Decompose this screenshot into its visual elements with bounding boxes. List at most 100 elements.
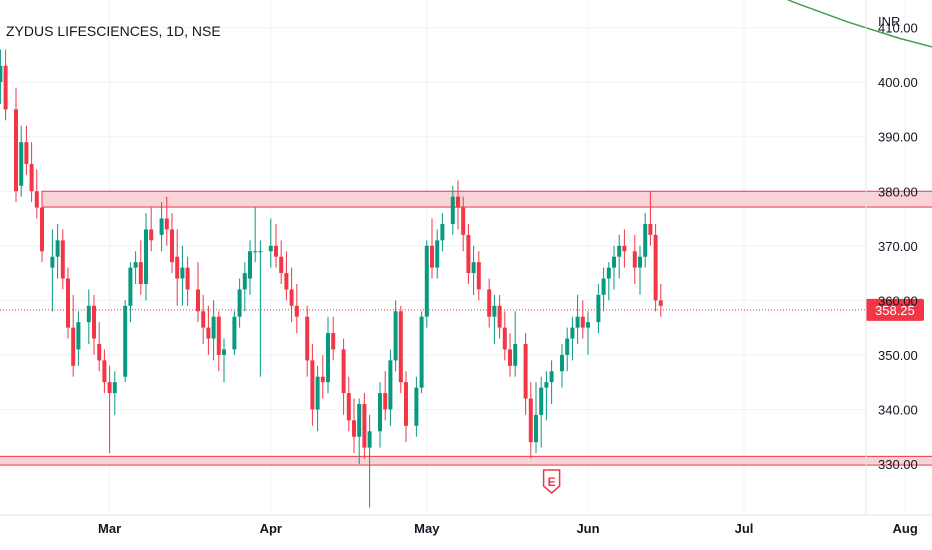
candle-body	[643, 223, 648, 257]
candle	[14, 87, 18, 203]
candle-body	[232, 316, 237, 350]
candle-body	[612, 256, 616, 268]
candle-body	[320, 376, 325, 383]
candle-body	[71, 327, 76, 366]
candle-body	[331, 333, 336, 350]
candle-body	[653, 234, 658, 301]
candle-body	[86, 305, 91, 323]
candle	[544, 371, 549, 421]
candle-body	[102, 360, 107, 383]
price-tick-label: 370.00	[878, 239, 918, 254]
candle-body	[549, 371, 554, 383]
candle-body	[393, 311, 398, 361]
candle	[112, 371, 117, 415]
candle	[476, 251, 481, 301]
candle-body	[565, 338, 570, 355]
candle-body	[435, 240, 440, 268]
price-axis[interactable]: 330.00 340.00 350.00 360.00 370.00 380.00 390.…	[878, 21, 918, 472]
candle	[424, 240, 429, 328]
candle	[393, 300, 398, 372]
price-tick-label: 410.00	[878, 21, 918, 36]
time-tick-label: Aug	[893, 521, 918, 536]
event-marker[interactable]: E	[542, 469, 561, 494]
candle-body	[268, 245, 273, 252]
candle-body	[3, 65, 8, 110]
price-tick-label: 390.00	[878, 130, 918, 145]
candle-body	[378, 393, 382, 432]
candle-body	[638, 256, 642, 268]
candle	[123, 300, 128, 383]
candle-body	[492, 305, 497, 317]
candle-body	[648, 223, 653, 235]
candle	[575, 294, 580, 344]
candle	[497, 294, 502, 339]
candle	[471, 245, 476, 295]
candle-body	[159, 218, 164, 235]
candle	[586, 311, 590, 355]
candle	[346, 376, 351, 432]
candle-body	[258, 251, 263, 253]
candlestick-series	[0, 49, 663, 508]
candle-body	[55, 240, 60, 257]
candle-body	[24, 142, 29, 164]
candle-body	[185, 267, 190, 290]
candle-body	[274, 245, 278, 257]
candle-body	[138, 262, 143, 284]
current-price-badge	[866, 298, 924, 321]
candle-body	[617, 245, 622, 257]
candle	[450, 185, 455, 235]
candle	[658, 283, 663, 317]
candle	[138, 240, 143, 295]
time-tick-label: Mar	[98, 521, 121, 536]
price-zones	[0, 190, 932, 466]
candle-body	[0, 65, 3, 83]
candle	[383, 371, 388, 421]
candle-body	[466, 234, 471, 274]
candle-body	[456, 196, 460, 208]
candle-body	[523, 343, 528, 399]
candle	[222, 338, 226, 383]
candle-body	[513, 343, 518, 366]
candle-body	[284, 273, 289, 290]
candle-body	[357, 403, 362, 437]
candle	[580, 300, 585, 339]
candle	[388, 349, 393, 426]
candle	[414, 376, 419, 437]
candle	[144, 213, 148, 301]
candle-body	[310, 360, 315, 410]
candle	[617, 234, 622, 279]
candle-body	[326, 333, 330, 383]
candle	[528, 382, 533, 459]
time-axis[interactable]: MarAprMayJunJulAugSepOct	[98, 521, 932, 536]
candle	[305, 305, 310, 377]
candle	[164, 196, 169, 246]
candle	[315, 365, 320, 432]
candle-body	[570, 327, 575, 339]
candle	[34, 169, 39, 219]
candle-body	[34, 191, 39, 208]
candle-body	[50, 256, 55, 268]
candle-body	[622, 245, 627, 252]
candle	[622, 229, 627, 268]
candle-body	[450, 196, 455, 224]
candle	[456, 180, 460, 230]
candle-body	[60, 240, 65, 279]
candle-body	[289, 289, 294, 306]
candle	[606, 262, 611, 301]
candle-body	[404, 382, 408, 426]
candle	[55, 223, 60, 279]
price-tick-label: 360.00	[878, 293, 918, 308]
candle-body	[222, 349, 226, 355]
candle-body	[206, 327, 211, 339]
candle-body	[346, 393, 351, 421]
candle-body	[242, 273, 247, 290]
candle	[149, 207, 154, 252]
candle-body	[76, 322, 81, 350]
candle	[398, 305, 403, 394]
candle	[367, 414, 372, 508]
candle	[206, 305, 211, 355]
candle	[24, 125, 29, 175]
candle	[66, 267, 70, 339]
candle-body	[658, 300, 663, 306]
